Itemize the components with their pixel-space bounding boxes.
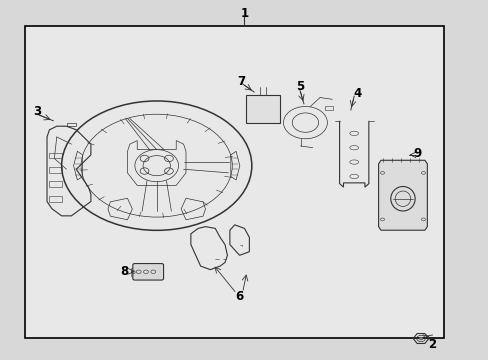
Text: 6: 6: [235, 290, 243, 303]
Bar: [25, 26, 444, 338]
Polygon shape: [378, 160, 427, 230]
FancyBboxPatch shape: [133, 264, 163, 280]
FancyBboxPatch shape: [245, 95, 279, 123]
Text: 3: 3: [33, 105, 41, 118]
Text: 4: 4: [353, 87, 361, 100]
Bar: [49, 181, 61, 187]
Bar: [250, 114, 261, 120]
Text: 8: 8: [120, 265, 128, 278]
Bar: [250, 106, 261, 112]
Text: 9: 9: [413, 147, 421, 159]
Text: 7: 7: [237, 75, 245, 88]
Bar: [266, 106, 277, 112]
Bar: [49, 167, 61, 173]
Bar: [250, 98, 261, 104]
Text: 2: 2: [427, 338, 435, 351]
Text: 1: 1: [240, 7, 248, 20]
Bar: [131, 268, 136, 276]
Bar: [325, 107, 332, 110]
Bar: [49, 153, 61, 158]
Bar: [49, 196, 61, 202]
Bar: [266, 114, 277, 120]
Bar: [266, 98, 277, 104]
Circle shape: [418, 337, 422, 340]
Text: 5: 5: [296, 80, 304, 93]
